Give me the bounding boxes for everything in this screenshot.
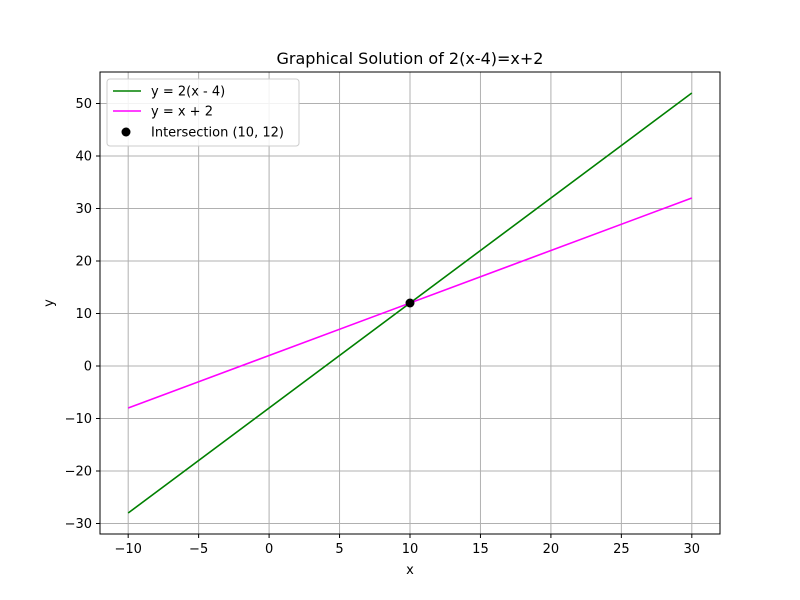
- y-tick-label: −20: [65, 465, 92, 480]
- y-tick-label: 10: [75, 307, 92, 322]
- legend-label-series-1: y = 2(x - 4): [151, 85, 225, 100]
- y-tick-label: 30: [75, 202, 92, 217]
- legend-box: [106, 78, 300, 147]
- y-axis-label: y: [42, 299, 57, 307]
- x-tick-label: 30: [684, 542, 701, 557]
- x-tick-label: 10: [402, 542, 419, 557]
- legend: y = 2(x - 4) y = x + 2 Intersection (10,…: [106, 78, 300, 147]
- y-tick-label: 40: [75, 150, 92, 165]
- x-tick-label: 25: [613, 542, 630, 557]
- x-tick-label: −10: [114, 542, 141, 557]
- x-axis-label: x: [406, 563, 414, 578]
- y-tick-label: 50: [75, 97, 92, 112]
- chart-title: Graphical Solution of 2(x-4)=x+2: [277, 49, 544, 68]
- y-tick-label: 0: [84, 360, 92, 375]
- x-tick-label: 15: [472, 542, 489, 557]
- grid: [100, 72, 720, 534]
- y-tick-label: −10: [65, 412, 92, 427]
- axis-ticks: −10 −5 0 5 10 15 20 25 30 −30 −20 −10 0 10 20 30 40 50: [65, 97, 701, 557]
- x-tick-label: 0: [265, 542, 273, 557]
- y-tick-label: −30: [65, 517, 92, 532]
- legend-marker-intersection: [121, 127, 131, 137]
- y-tick-label: 20: [75, 255, 92, 270]
- points-layer: [405, 298, 415, 308]
- legend-label-intersection: Intersection (10, 12): [151, 126, 284, 141]
- x-tick-label: 20: [543, 542, 560, 557]
- legend-label-series-2: y = x + 2: [151, 105, 213, 120]
- x-tick-label: 5: [335, 542, 343, 557]
- x-tick-label: −5: [189, 542, 208, 557]
- intersection-point: [405, 298, 415, 308]
